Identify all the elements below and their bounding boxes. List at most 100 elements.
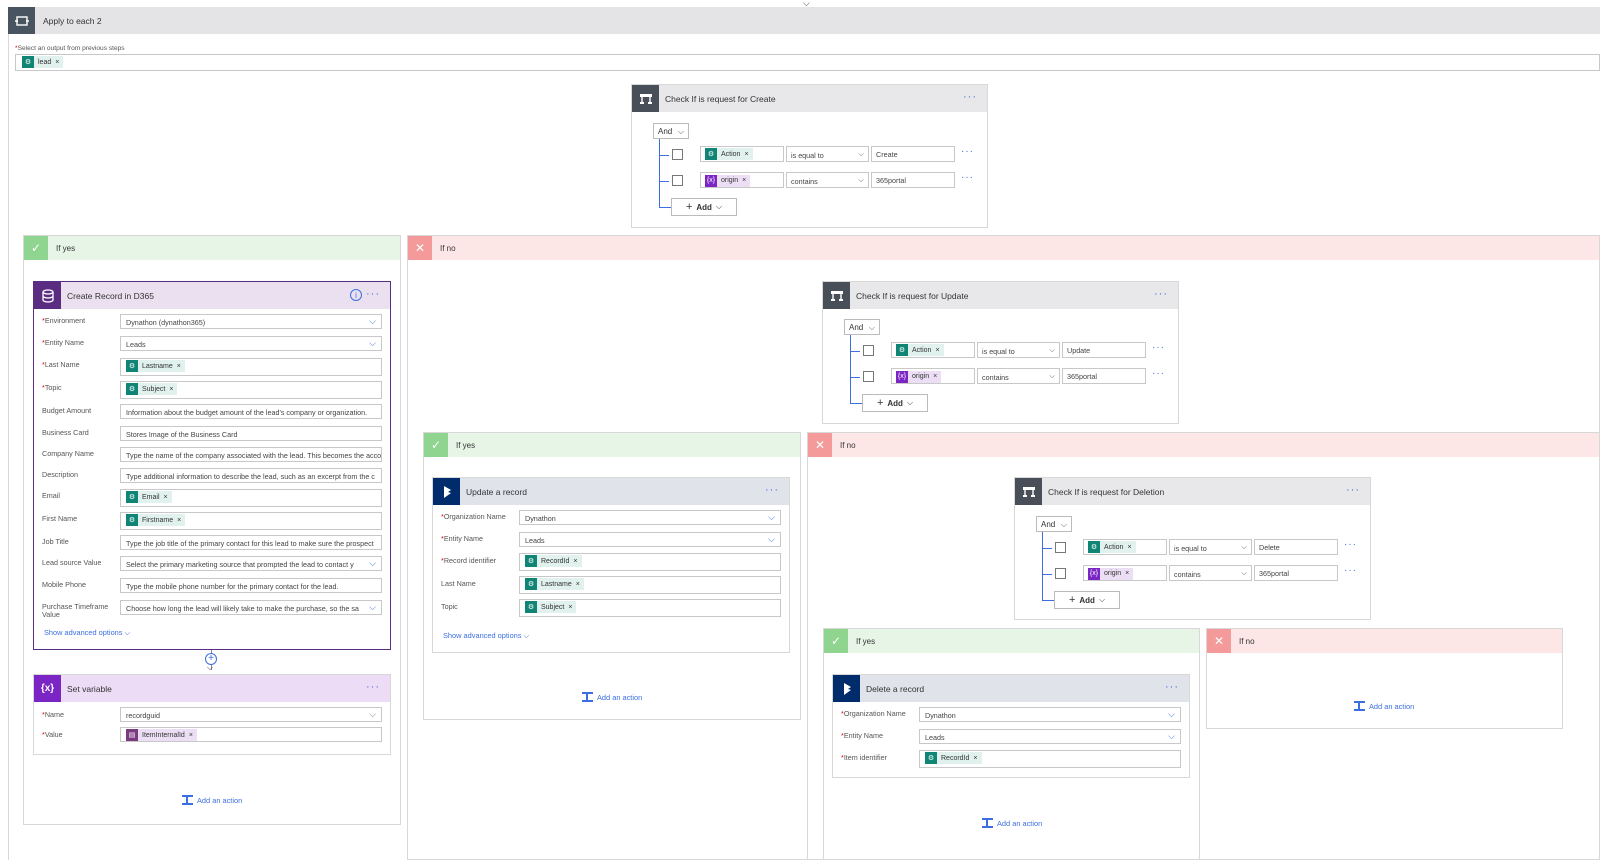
condition-operator-select[interactable]: contains ⌵ xyxy=(786,172,869,188)
update-record-header[interactable]: Update a record ··· xyxy=(433,478,789,505)
condition-right-field[interactable]: 365portal xyxy=(871,172,955,188)
remove-token-icon[interactable]: × xyxy=(177,516,182,524)
if-yes-header[interactable]: ✓ If yes xyxy=(824,629,1199,653)
show-advanced-link[interactable]: Show advanced options ⌵ xyxy=(44,628,131,637)
remove-token-icon[interactable]: × xyxy=(176,362,181,370)
condition-operator-select[interactable]: is equal to ⌵ xyxy=(786,146,869,162)
add-condition-button[interactable]: + Add ⌵ xyxy=(1054,591,1120,609)
condition-operator-select[interactable]: contains ⌵ xyxy=(977,368,1060,384)
row-more-icon[interactable]: ··· xyxy=(961,172,974,183)
variable-value-field[interactable]: ▤ ItemInternalId × xyxy=(120,727,382,742)
field-input[interactable]: Information about the budget amount of t… xyxy=(120,404,382,419)
field-input[interactable]: ⚙ Lastname × xyxy=(120,358,382,376)
show-advanced-link[interactable]: Show advanced options ⌵ xyxy=(443,631,530,640)
row-more-icon[interactable]: ··· xyxy=(1152,342,1165,353)
more-options-icon[interactable]: ··· xyxy=(1154,288,1168,300)
field-input[interactable]: ⚙ Subject × xyxy=(120,381,382,399)
remove-token-icon[interactable]: × xyxy=(935,346,940,354)
row-more-icon[interactable]: ··· xyxy=(961,146,974,157)
check-delete-header[interactable]: Check If is request for Deletion ··· xyxy=(1015,478,1370,505)
field-input[interactable]: Type the name of the company associated … xyxy=(120,447,382,462)
check-create-header[interactable]: Check If is request for Create ··· xyxy=(632,85,987,112)
more-options-icon[interactable]: ··· xyxy=(765,484,779,496)
remove-token-icon[interactable]: × xyxy=(744,150,749,158)
delete-record-header[interactable]: Delete a record ··· xyxy=(833,675,1189,702)
condition-left-field[interactable]: ⚙ Action × xyxy=(891,342,975,358)
condition-right-field[interactable]: Create xyxy=(871,146,955,162)
condition-left-field[interactable]: ⚙ Action × xyxy=(700,146,784,162)
remove-token-icon[interactable]: × xyxy=(973,754,978,762)
row-checkbox[interactable] xyxy=(1055,568,1066,579)
row-checkbox[interactable] xyxy=(863,345,874,356)
row-more-icon[interactable]: ··· xyxy=(1152,368,1165,379)
org-name-select[interactable]: Dynathon ⌵ xyxy=(919,707,1181,722)
row-checkbox[interactable] xyxy=(672,149,683,160)
condition-right-field[interactable]: 365portal xyxy=(1062,368,1146,384)
if-no-header[interactable]: ✕ If no xyxy=(408,236,1599,260)
field-input[interactable]: Leads ⌵ xyxy=(120,336,382,351)
field-input[interactable]: Type the job title of the primary contac… xyxy=(120,535,382,550)
entity-name-select[interactable]: Leads ⌵ xyxy=(519,532,781,547)
remove-token-icon[interactable]: × xyxy=(742,177,747,184)
row-checkbox[interactable] xyxy=(863,371,874,382)
more-options-icon[interactable]: ··· xyxy=(963,91,977,103)
condition-right-field[interactable]: Delete xyxy=(1254,539,1338,555)
and-dropdown[interactable]: And ⌵ xyxy=(844,319,880,335)
add-condition-button[interactable]: + Add ⌵ xyxy=(862,394,928,412)
condition-left-field[interactable]: {x} origin × xyxy=(891,368,975,384)
add-action-button[interactable]: Add an action xyxy=(182,795,242,805)
set-variable-header[interactable]: {x} Set variable ··· xyxy=(34,675,390,702)
remove-token-icon[interactable]: × xyxy=(1125,570,1130,577)
condition-left-field[interactable]: {x} origin × xyxy=(700,172,784,188)
if-yes-header[interactable]: ✓ If yes xyxy=(424,433,800,457)
field-input[interactable]: Type the mobile phone number for the pri… xyxy=(120,578,382,593)
add-action-button[interactable]: Add an action xyxy=(582,692,642,702)
info-icon[interactable]: i xyxy=(350,289,362,301)
condition-right-field[interactable]: Update xyxy=(1062,342,1146,358)
row-checkbox[interactable] xyxy=(1055,542,1066,553)
and-dropdown[interactable]: And ⌵ xyxy=(1036,516,1072,532)
add-action-button[interactable]: Add an action xyxy=(982,818,1042,828)
if-no-header[interactable]: ✕ If no xyxy=(808,433,1599,457)
remove-token-icon[interactable]: × xyxy=(188,731,193,739)
field-input[interactable]: Dynathon (dynathon365) ⌵ xyxy=(120,314,382,329)
item-identifier-field[interactable]: ⚙ RecordId × xyxy=(919,750,1181,768)
topic-field[interactable]: ⚙ Subject × xyxy=(519,599,781,617)
field-input[interactable]: Select the primary marketing source that… xyxy=(120,556,382,571)
condition-left-field[interactable]: ⚙ Action × xyxy=(1083,539,1167,555)
lead-token[interactable]: ⚙ lead × xyxy=(22,56,64,68)
field-input[interactable]: Stores Image of the Business Card xyxy=(120,426,382,441)
row-more-icon[interactable]: ··· xyxy=(1344,539,1357,550)
if-no-header[interactable]: ✕ If no xyxy=(1207,629,1562,653)
entity-name-select[interactable]: Leads ⌵ xyxy=(919,729,1181,744)
add-action-button[interactable]: Add an action xyxy=(1354,701,1414,711)
remove-token-icon[interactable]: × xyxy=(169,385,174,393)
more-options-icon[interactable]: ··· xyxy=(366,288,380,300)
variable-name-select[interactable]: recordguid ⌵ xyxy=(120,707,382,722)
condition-operator-select[interactable]: contains ⌵ xyxy=(1169,565,1252,581)
condition-left-field[interactable]: {x} origin × xyxy=(1083,565,1167,581)
remove-token-icon[interactable]: × xyxy=(568,603,573,611)
select-output-field[interactable]: ⚙ lead × xyxy=(15,54,1600,71)
condition-operator-select[interactable]: is equal to ⌵ xyxy=(1169,539,1252,555)
record-identifier-field[interactable]: ⚙ RecordId × xyxy=(519,553,781,571)
if-yes-header[interactable]: ✓ If yes xyxy=(24,236,400,260)
remove-token-icon[interactable]: × xyxy=(573,557,578,565)
field-input[interactable]: Type additional information to describe … xyxy=(120,468,382,483)
org-name-select[interactable]: Dynathon ⌵ xyxy=(519,510,781,525)
condition-operator-select[interactable]: is equal to ⌵ xyxy=(977,342,1060,358)
remove-token-icon[interactable]: × xyxy=(933,373,938,380)
row-more-icon[interactable]: ··· xyxy=(1344,565,1357,576)
last-name-field[interactable]: ⚙ Lastname × xyxy=(519,576,781,594)
and-dropdown[interactable]: And ⌵ xyxy=(653,123,689,139)
field-input[interactable]: Choose how long the lead will likely tak… xyxy=(120,600,382,615)
more-options-icon[interactable]: ··· xyxy=(1346,484,1360,496)
field-input[interactable]: ⚙ Email × xyxy=(120,489,382,507)
remove-token-icon[interactable]: × xyxy=(1127,543,1132,551)
more-options-icon[interactable]: ··· xyxy=(1165,681,1179,693)
create-record-header[interactable]: Create Record in D365 i ··· xyxy=(34,282,390,309)
insert-step-icon[interactable]: + xyxy=(205,653,217,665)
check-update-header[interactable]: Check If is request for Update ··· xyxy=(823,282,1178,309)
row-checkbox[interactable] xyxy=(672,175,683,186)
more-options-icon[interactable]: ··· xyxy=(366,681,380,693)
